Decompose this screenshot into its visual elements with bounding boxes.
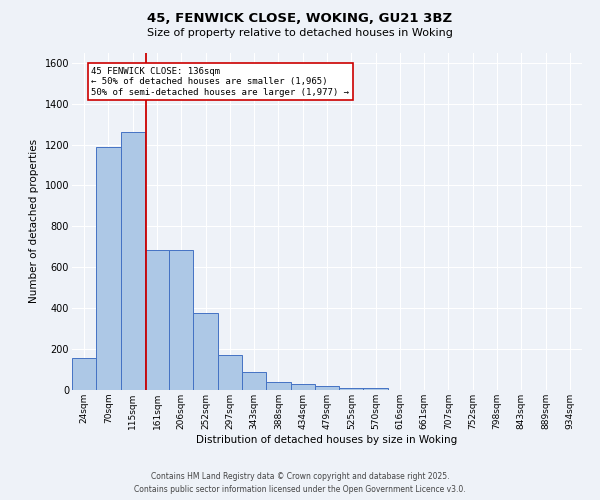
Bar [121, 132, 145, 390]
Bar [266, 382, 290, 390]
Bar [96, 146, 121, 390]
Bar [218, 355, 242, 390]
Bar [315, 386, 339, 390]
Bar [364, 388, 388, 390]
X-axis label: Distribution of detached houses by size in Woking: Distribution of detached houses by size … [196, 434, 458, 444]
Bar [242, 372, 266, 390]
Text: 45 FENWICK CLOSE: 136sqm
← 50% of detached houses are smaller (1,965)
50% of sem: 45 FENWICK CLOSE: 136sqm ← 50% of detach… [91, 67, 349, 96]
Y-axis label: Number of detached properties: Number of detached properties [29, 139, 39, 304]
Bar [193, 314, 218, 390]
Text: 45, FENWICK CLOSE, WOKING, GU21 3BZ: 45, FENWICK CLOSE, WOKING, GU21 3BZ [148, 12, 452, 26]
Bar [290, 384, 315, 390]
Text: Contains HM Land Registry data © Crown copyright and database right 2025.
Contai: Contains HM Land Registry data © Crown c… [134, 472, 466, 494]
Bar [169, 250, 193, 390]
Bar [339, 388, 364, 390]
Text: Size of property relative to detached houses in Woking: Size of property relative to detached ho… [147, 28, 453, 38]
Bar [72, 358, 96, 390]
Bar [145, 250, 169, 390]
